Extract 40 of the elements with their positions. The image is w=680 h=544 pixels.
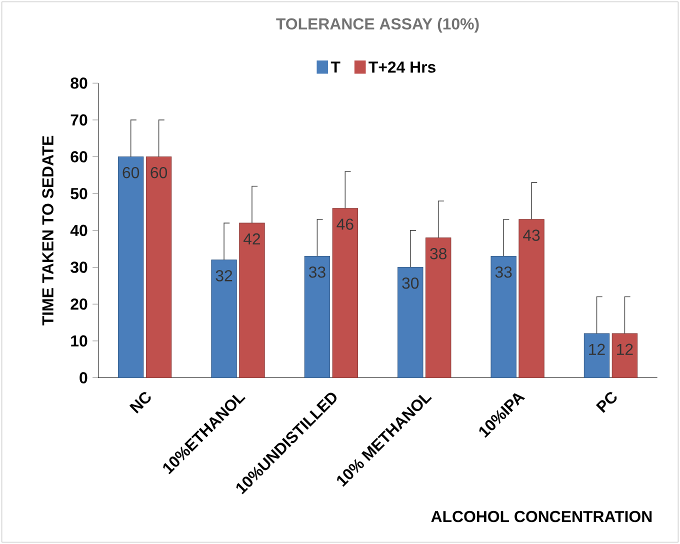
bar	[518, 219, 544, 378]
data-label: 12	[617, 344, 633, 355]
y-tick-label: 70	[70, 114, 88, 126]
data-label: 33	[495, 266, 512, 278]
data-label: 43	[523, 230, 540, 241]
y-axis-title: TIME TAKEN TO SEDATE	[42, 136, 54, 326]
y-tick-label: 0	[80, 372, 88, 384]
bar	[584, 333, 610, 378]
y-tick-label: 20	[70, 298, 88, 310]
data-label: 12	[589, 344, 605, 355]
data-label: 30	[402, 277, 419, 289]
bar	[239, 222, 265, 378]
legend-label: T+24 Hrs	[368, 61, 436, 73]
x-tick-label: NC	[129, 392, 151, 414]
data-label: 60	[150, 167, 168, 178]
bar	[304, 256, 330, 378]
bar	[490, 256, 516, 378]
chart-title: TOLERANCE ASSAY (10%)	[276, 18, 479, 33]
y-tick-label: 40	[70, 224, 88, 236]
data-label: 32	[216, 270, 232, 282]
y-tick-label: 60	[70, 151, 88, 162]
data-label: 46	[336, 218, 354, 230]
x-axis-title: ALCOHOL CONCENTRATION	[431, 510, 652, 522]
y-tick-label: 50	[70, 188, 88, 200]
data-label: 38	[430, 248, 447, 260]
data-label: 33	[308, 266, 326, 278]
y-tick-label: 80	[70, 77, 88, 89]
bar	[211, 260, 237, 378]
bar	[146, 156, 172, 378]
bar	[612, 333, 638, 378]
bar	[398, 267, 424, 378]
bar	[426, 238, 452, 378]
data-label: 42	[243, 233, 260, 244]
x-tick-label: PC	[596, 392, 617, 413]
y-tick-label: 30	[70, 262, 88, 273]
bar	[118, 156, 144, 378]
y-tick-label: 10	[71, 335, 88, 347]
data-label: 60	[122, 167, 140, 178]
legend-label: T	[330, 62, 340, 73]
bar	[332, 208, 358, 378]
